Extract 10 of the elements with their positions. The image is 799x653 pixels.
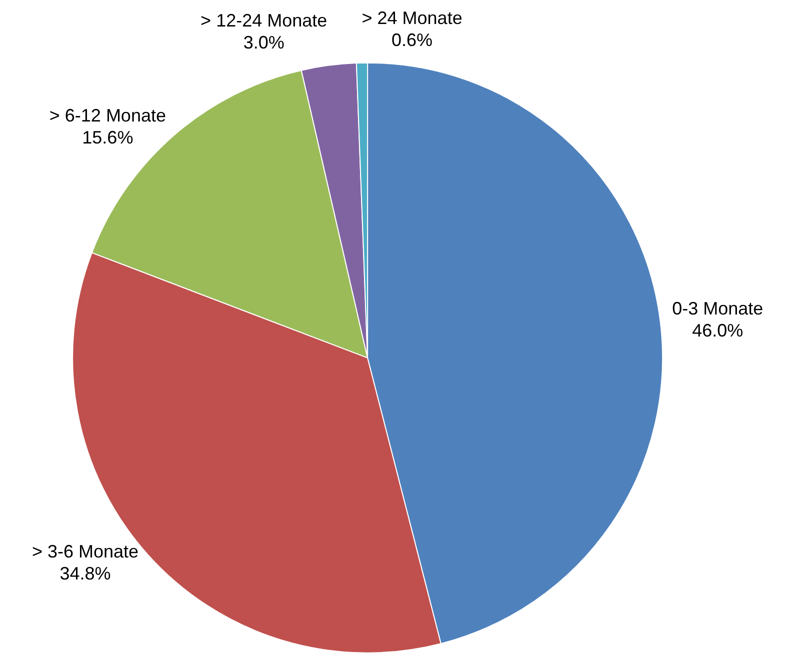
data-label: 34.8% [60,563,111,584]
data-label: 15.6% [82,127,134,148]
data-label: 0.6% [392,30,433,50]
slice-label: > 3-6 Monate [32,541,139,562]
slice-label: > 24 Monate [362,8,462,28]
data-label: 3.0% [243,32,284,53]
data-label: 46.0% [692,320,744,340]
slice-label: > 12-24 Monate [200,10,328,31]
slice-label: 0-3 Monate [672,298,764,318]
slice-label: > 6-12 Monate [49,105,166,126]
